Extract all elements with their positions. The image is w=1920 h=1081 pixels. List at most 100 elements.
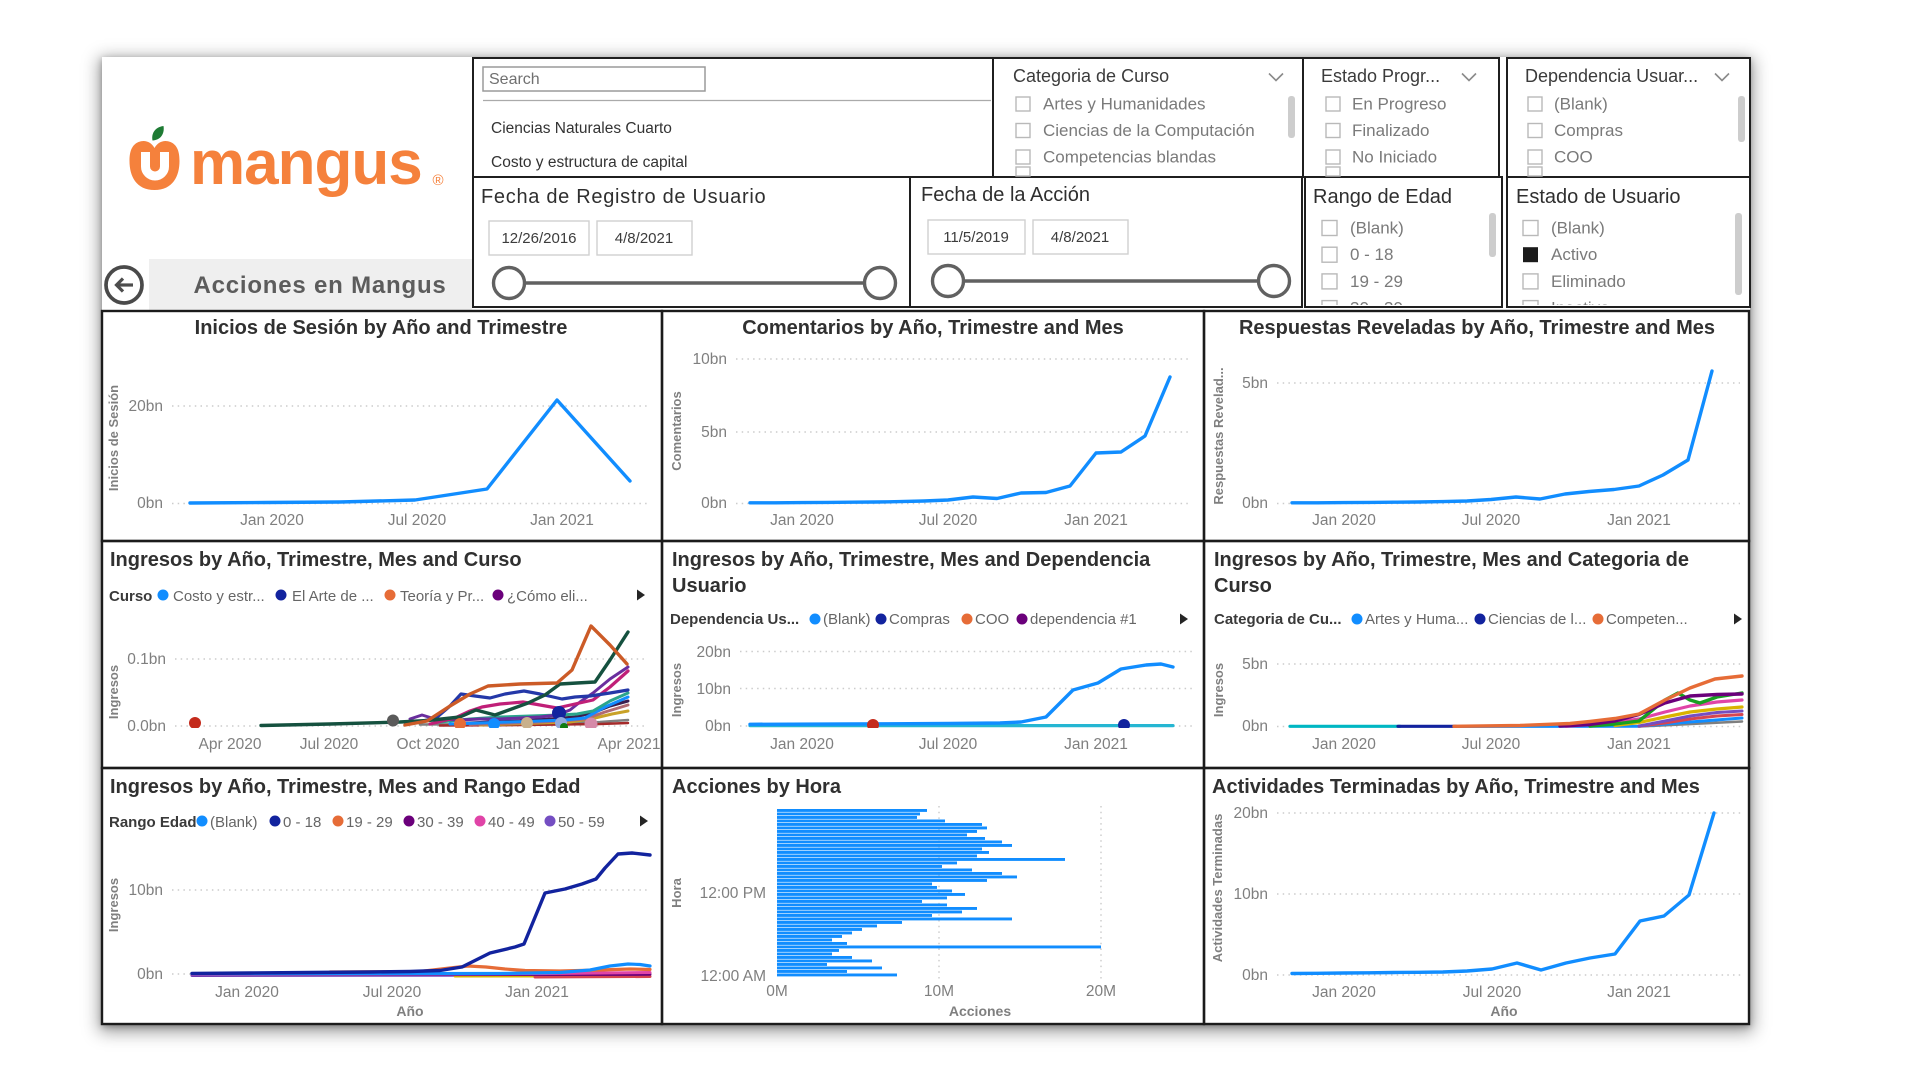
svg-text:dependencia #1: dependencia #1 [1030, 611, 1137, 628]
svg-text:Jul 2020: Jul 2020 [1462, 736, 1521, 753]
svg-text:Categoria de Cu...: Categoria de Cu... [1214, 611, 1342, 628]
svg-text:Acciones: Acciones [949, 1003, 1011, 1019]
svg-text:Actividades Terminadas by Año,: Actividades Terminadas by Año, Trimestre… [1212, 776, 1700, 798]
svg-text:Jul 2020: Jul 2020 [300, 736, 359, 753]
svg-text:Respuestas Revelad...: Respuestas Revelad... [1211, 367, 1226, 504]
svg-text:Ingresos: Ingresos [106, 878, 121, 932]
svg-text:10bn: 10bn [697, 681, 731, 698]
svg-text:10bn: 10bn [693, 351, 727, 368]
svg-text:12:00 PM: 12:00 PM [700, 885, 766, 902]
svg-text:Ingresos: Ingresos [1211, 663, 1226, 717]
svg-text:(Blank): (Blank) [210, 814, 258, 831]
svg-text:Fecha de la Acción: Fecha de la Acción [921, 184, 1090, 206]
svg-text:Jan 2021: Jan 2021 [1064, 736, 1128, 753]
svg-text:Inicios de Sesión by Año and T: Inicios de Sesión by Año and Trimestre [195, 317, 568, 339]
svg-text:Competen...: Competen... [1606, 611, 1688, 628]
svg-text:0bn: 0bn [137, 966, 163, 983]
svg-text:10bn: 10bn [129, 882, 163, 899]
svg-text:Comentarios by Año, Trimestre: Comentarios by Año, Trimestre and Mes [742, 317, 1124, 339]
svg-text:19 - 29: 19 - 29 [1350, 272, 1403, 291]
svg-text:50 - 59: 50 - 59 [558, 814, 605, 831]
svg-text:Eliminado: Eliminado [1551, 272, 1626, 291]
svg-text:(Blank): (Blank) [1350, 219, 1404, 238]
svg-text:Inicios de Sesión: Inicios de Sesión [106, 385, 121, 491]
svg-text:Fecha de Registro de Usuario: Fecha de Registro de Usuario [481, 186, 766, 208]
svg-text:Hora: Hora [669, 877, 684, 907]
svg-text:Usuario: Usuario [672, 575, 746, 597]
svg-text:Jan 2021: Jan 2021 [1607, 512, 1671, 529]
svg-text:Acciones en Mangus: Acciones en Mangus [193, 272, 446, 299]
svg-text:Ingresos by Año, Trimestre, Me: Ingresos by Año, Trimestre, Mes and Curs… [110, 549, 522, 571]
svg-text:Jan 2020: Jan 2020 [240, 512, 304, 529]
svg-text:Jul 2020: Jul 2020 [388, 512, 447, 529]
svg-text:Rango de Edad: Rango de Edad [1313, 186, 1452, 208]
svg-text:¿Cómo eli...: ¿Cómo eli... [507, 588, 588, 605]
svg-text:Jul 2020: Jul 2020 [919, 512, 978, 529]
svg-text:Jan 2020: Jan 2020 [1312, 512, 1376, 529]
svg-text:Costo y estructura de capital: Costo y estructura de capital [491, 154, 687, 171]
svg-text:40 - 49: 40 - 49 [488, 814, 535, 831]
svg-text:0bn: 0bn [701, 495, 727, 512]
svg-text:Jan 2020: Jan 2020 [770, 736, 834, 753]
svg-text:Inactivo: Inactivo [1551, 299, 1610, 318]
svg-text:Dependencia Us...: Dependencia Us... [670, 611, 799, 628]
svg-text:0.1bn: 0.1bn [127, 651, 166, 668]
svg-text:Ingresos by Año, Trimestre, Me: Ingresos by Año, Trimestre, Mes and Depe… [672, 549, 1151, 571]
svg-text:Search: Search [489, 71, 540, 88]
svg-text:En Progreso: En Progreso [1352, 95, 1447, 114]
svg-text:5bn: 5bn [1242, 375, 1268, 392]
svg-text:12:00 AM: 12:00 AM [701, 968, 767, 985]
svg-text:(Blank): (Blank) [1554, 95, 1608, 114]
svg-text:Actividades Terminadas: Actividades Terminadas [1210, 814, 1225, 963]
svg-text:0bn: 0bn [137, 495, 163, 512]
svg-text:Jan 2020: Jan 2020 [1312, 736, 1376, 753]
svg-text:20bn: 20bn [1234, 805, 1268, 822]
svg-text:Jan 2021: Jan 2021 [530, 512, 594, 529]
svg-text:Estado Progr...: Estado Progr... [1321, 66, 1440, 86]
svg-text:20bn: 20bn [697, 644, 731, 661]
svg-text:Comentarios: Comentarios [669, 391, 684, 470]
svg-text:Respuestas Reveladas by Año, T: Respuestas Reveladas by Año, Trimestre a… [1239, 317, 1715, 339]
svg-text:Acciones by Hora: Acciones by Hora [672, 776, 842, 798]
svg-text:Jan 2021: Jan 2021 [1064, 512, 1128, 529]
svg-text:30 - 39: 30 - 39 [417, 814, 464, 831]
svg-text:11/5/2019: 11/5/2019 [943, 229, 1009, 246]
svg-text:0 - 18: 0 - 18 [283, 814, 321, 831]
svg-text:Apr 2020: Apr 2020 [199, 736, 262, 753]
svg-text:(Blank): (Blank) [823, 611, 871, 628]
svg-text:Año: Año [1490, 1003, 1517, 1019]
svg-text:Dependencia Usuar...: Dependencia Usuar... [1525, 66, 1698, 86]
svg-text:19 - 29: 19 - 29 [346, 814, 393, 831]
svg-text:Jul 2020: Jul 2020 [363, 984, 422, 1001]
svg-text:Ciencias Naturales Cuarto: Ciencias Naturales Cuarto [491, 120, 672, 137]
svg-text:Ingresos: Ingresos [669, 663, 684, 717]
svg-text:20bn: 20bn [129, 398, 163, 415]
svg-text:Finalizado: Finalizado [1352, 121, 1430, 140]
svg-text:Ciencias de l...: Ciencias de l... [1488, 611, 1586, 628]
svg-text:Competencias blandas: Competencias blandas [1043, 148, 1216, 167]
svg-text:Ciencias de la Computación: Ciencias de la Computación [1043, 121, 1255, 140]
svg-text:Curso: Curso [1214, 575, 1272, 597]
svg-text:Oct 2020: Oct 2020 [397, 736, 460, 753]
svg-text:Curso: Curso [109, 588, 152, 605]
svg-text:Jan 2021: Jan 2021 [505, 984, 569, 1001]
svg-text:Jan 2020: Jan 2020 [1312, 984, 1376, 1001]
svg-text:Artes y Huma...: Artes y Huma... [1365, 611, 1468, 628]
svg-text:Jan 2021: Jan 2021 [1607, 984, 1671, 1001]
svg-text:Ingresos by Año, Trimestre, Me: Ingresos by Año, Trimestre, Mes and Rang… [110, 776, 580, 798]
svg-text:Compras: Compras [1554, 121, 1623, 140]
svg-text:10M: 10M [924, 983, 954, 1000]
svg-text:Jan 2021: Jan 2021 [1607, 736, 1671, 753]
svg-text:Jul 2020: Jul 2020 [1463, 984, 1522, 1001]
svg-text:Ingresos: Ingresos [106, 665, 121, 719]
svg-text:®: ® [432, 172, 443, 189]
svg-text:COO: COO [975, 611, 1009, 628]
svg-text:Año: Año [396, 1003, 423, 1019]
svg-text:No Iniciado: No Iniciado [1352, 148, 1437, 167]
svg-text:0bn: 0bn [1242, 495, 1268, 512]
svg-text:mangus: mangus [190, 129, 422, 198]
svg-text:0bn: 0bn [1242, 967, 1268, 984]
svg-text:Jul 2020: Jul 2020 [919, 736, 978, 753]
svg-text:4/8/2021: 4/8/2021 [1051, 229, 1109, 246]
svg-text:10bn: 10bn [1234, 886, 1268, 903]
